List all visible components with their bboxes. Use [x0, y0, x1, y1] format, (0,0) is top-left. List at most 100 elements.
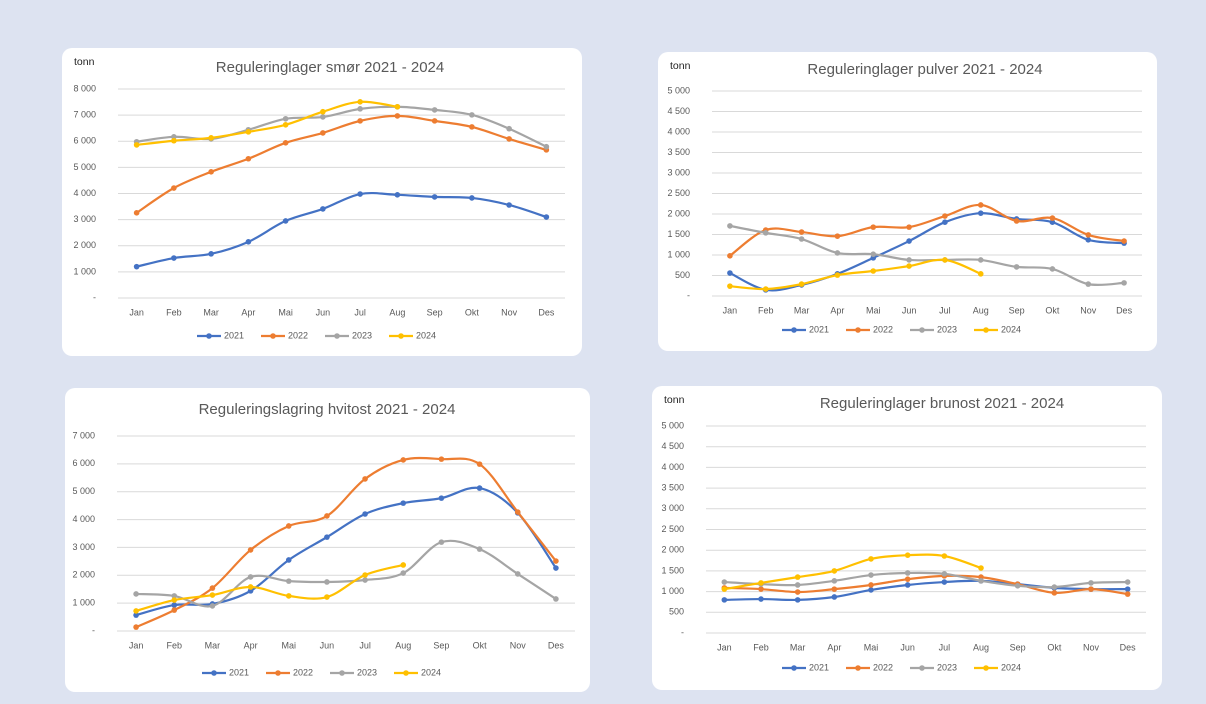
- legend-marker: [270, 333, 276, 339]
- x-tick-label: Feb: [753, 642, 769, 652]
- chart: Reguleringlager pulver 2021 - 2024 tonn - 5…: [667, 60, 1142, 334]
- data-point: [831, 568, 838, 574]
- x-tick-label: Mai: [866, 305, 881, 315]
- y-tick-label: 1 500: [661, 565, 684, 575]
- x-tick-label: Des: [1116, 305, 1133, 315]
- legend-label: 2021: [809, 662, 829, 672]
- y-tick-label: 3 500: [661, 482, 684, 492]
- data-point: [400, 457, 407, 463]
- data-point: [727, 223, 733, 229]
- data-point: [1124, 586, 1131, 592]
- x-tick-label: Okt: [1047, 642, 1062, 652]
- x-tick-label: Jun: [900, 642, 915, 652]
- series-line: [729, 212, 1125, 292]
- data-point: [171, 597, 178, 603]
- data-point: [282, 140, 289, 146]
- x-tick-label: Aug: [389, 307, 405, 317]
- data-point: [1014, 583, 1021, 589]
- x-tick-label: Nov: [1080, 305, 1097, 315]
- data-point: [868, 582, 874, 588]
- x-tick-label: Jul: [939, 305, 951, 315]
- x-tick-label: Apr: [830, 305, 844, 315]
- data-point: [1051, 590, 1058, 596]
- y-axis-label: tonn: [670, 60, 691, 72]
- legend-marker: [919, 665, 925, 671]
- data-point: [394, 192, 401, 198]
- data-point: [362, 476, 368, 482]
- x-tick-label: Sep: [1009, 305, 1025, 315]
- legend-marker: [855, 665, 861, 671]
- y-tick-label: 2 000: [667, 208, 690, 218]
- chart-title: Reguleringlager brunost 2021 - 2024: [820, 395, 1064, 412]
- data-point: [247, 574, 254, 580]
- series-line: [136, 100, 398, 147]
- legend-label: 2021: [809, 324, 829, 334]
- data-point: [431, 194, 438, 200]
- series-line: [724, 553, 982, 591]
- x-tick-label: Mai: [281, 640, 296, 650]
- y-tick-label: 4 500: [667, 106, 690, 116]
- x-tick-label: Apr: [244, 640, 258, 650]
- y-tick-label: 2 500: [667, 188, 690, 198]
- y-tick-label: -: [681, 627, 684, 637]
- series-line: [135, 456, 557, 629]
- data-point: [868, 587, 874, 593]
- y-tick-label: 5 000: [72, 486, 95, 496]
- y-tick-label: 5 000: [661, 420, 684, 430]
- chart: Reguleringlager smør 2021 - 2024 tonn - 1 0…: [73, 56, 565, 340]
- x-tick-label: Mai: [278, 307, 293, 317]
- data-point: [721, 586, 728, 592]
- data-point: [282, 115, 289, 122]
- legend-label: 2022: [293, 667, 313, 677]
- data-point: [171, 607, 178, 613]
- y-axis-label: tonn: [664, 394, 685, 406]
- data-point: [438, 495, 445, 501]
- data-point: [133, 608, 139, 614]
- series-line: [729, 224, 1125, 287]
- data-point: [794, 597, 801, 603]
- data-point: [941, 570, 948, 577]
- legend-marker: [983, 665, 989, 671]
- y-tick-label: 3 000: [73, 214, 96, 224]
- x-tick-label: Feb: [166, 640, 182, 650]
- data-point: [514, 571, 521, 577]
- data-point: [553, 596, 559, 602]
- legend-label: 2024: [1001, 324, 1021, 334]
- data-point: [1121, 280, 1127, 286]
- y-tick-label: 6 000: [73, 136, 96, 146]
- data-point: [798, 281, 805, 287]
- x-tick-label: Mar: [205, 640, 221, 650]
- chart-card: Reguleringlager brunost 2021 - 2024 tonn -…: [652, 386, 1162, 690]
- data-point: [469, 124, 475, 130]
- data-point: [320, 206, 326, 212]
- data-point: [208, 135, 214, 141]
- y-tick-label: 3 000: [72, 542, 95, 552]
- x-tick-label: Mar: [790, 642, 806, 652]
- x-tick-label: Aug: [395, 640, 411, 650]
- data-point: [794, 574, 801, 580]
- y-tick-label: 2 000: [73, 240, 96, 250]
- x-tick-label: Jan: [129, 307, 144, 317]
- legend-marker: [211, 670, 217, 676]
- data-point: [171, 255, 177, 261]
- data-point: [794, 589, 801, 595]
- data-point: [977, 271, 984, 277]
- data-point: [942, 213, 948, 219]
- y-tick-label: 4 000: [661, 462, 684, 472]
- data-point: [431, 107, 438, 113]
- data-point: [906, 224, 912, 230]
- data-point: [506, 202, 512, 208]
- y-tick-label: 6 000: [72, 458, 95, 468]
- x-tick-label: Jul: [359, 640, 371, 650]
- data-point: [904, 552, 911, 558]
- data-point: [133, 612, 139, 618]
- data-point: [906, 238, 912, 244]
- x-tick-label: Sep: [427, 307, 443, 317]
- y-tick-label: 1 000: [72, 598, 95, 608]
- data-point: [870, 224, 877, 230]
- y-tick-label: 3 000: [661, 503, 684, 513]
- data-point: [942, 219, 948, 225]
- legend-label: 2023: [352, 330, 372, 340]
- x-tick-label: Mar: [794, 305, 810, 315]
